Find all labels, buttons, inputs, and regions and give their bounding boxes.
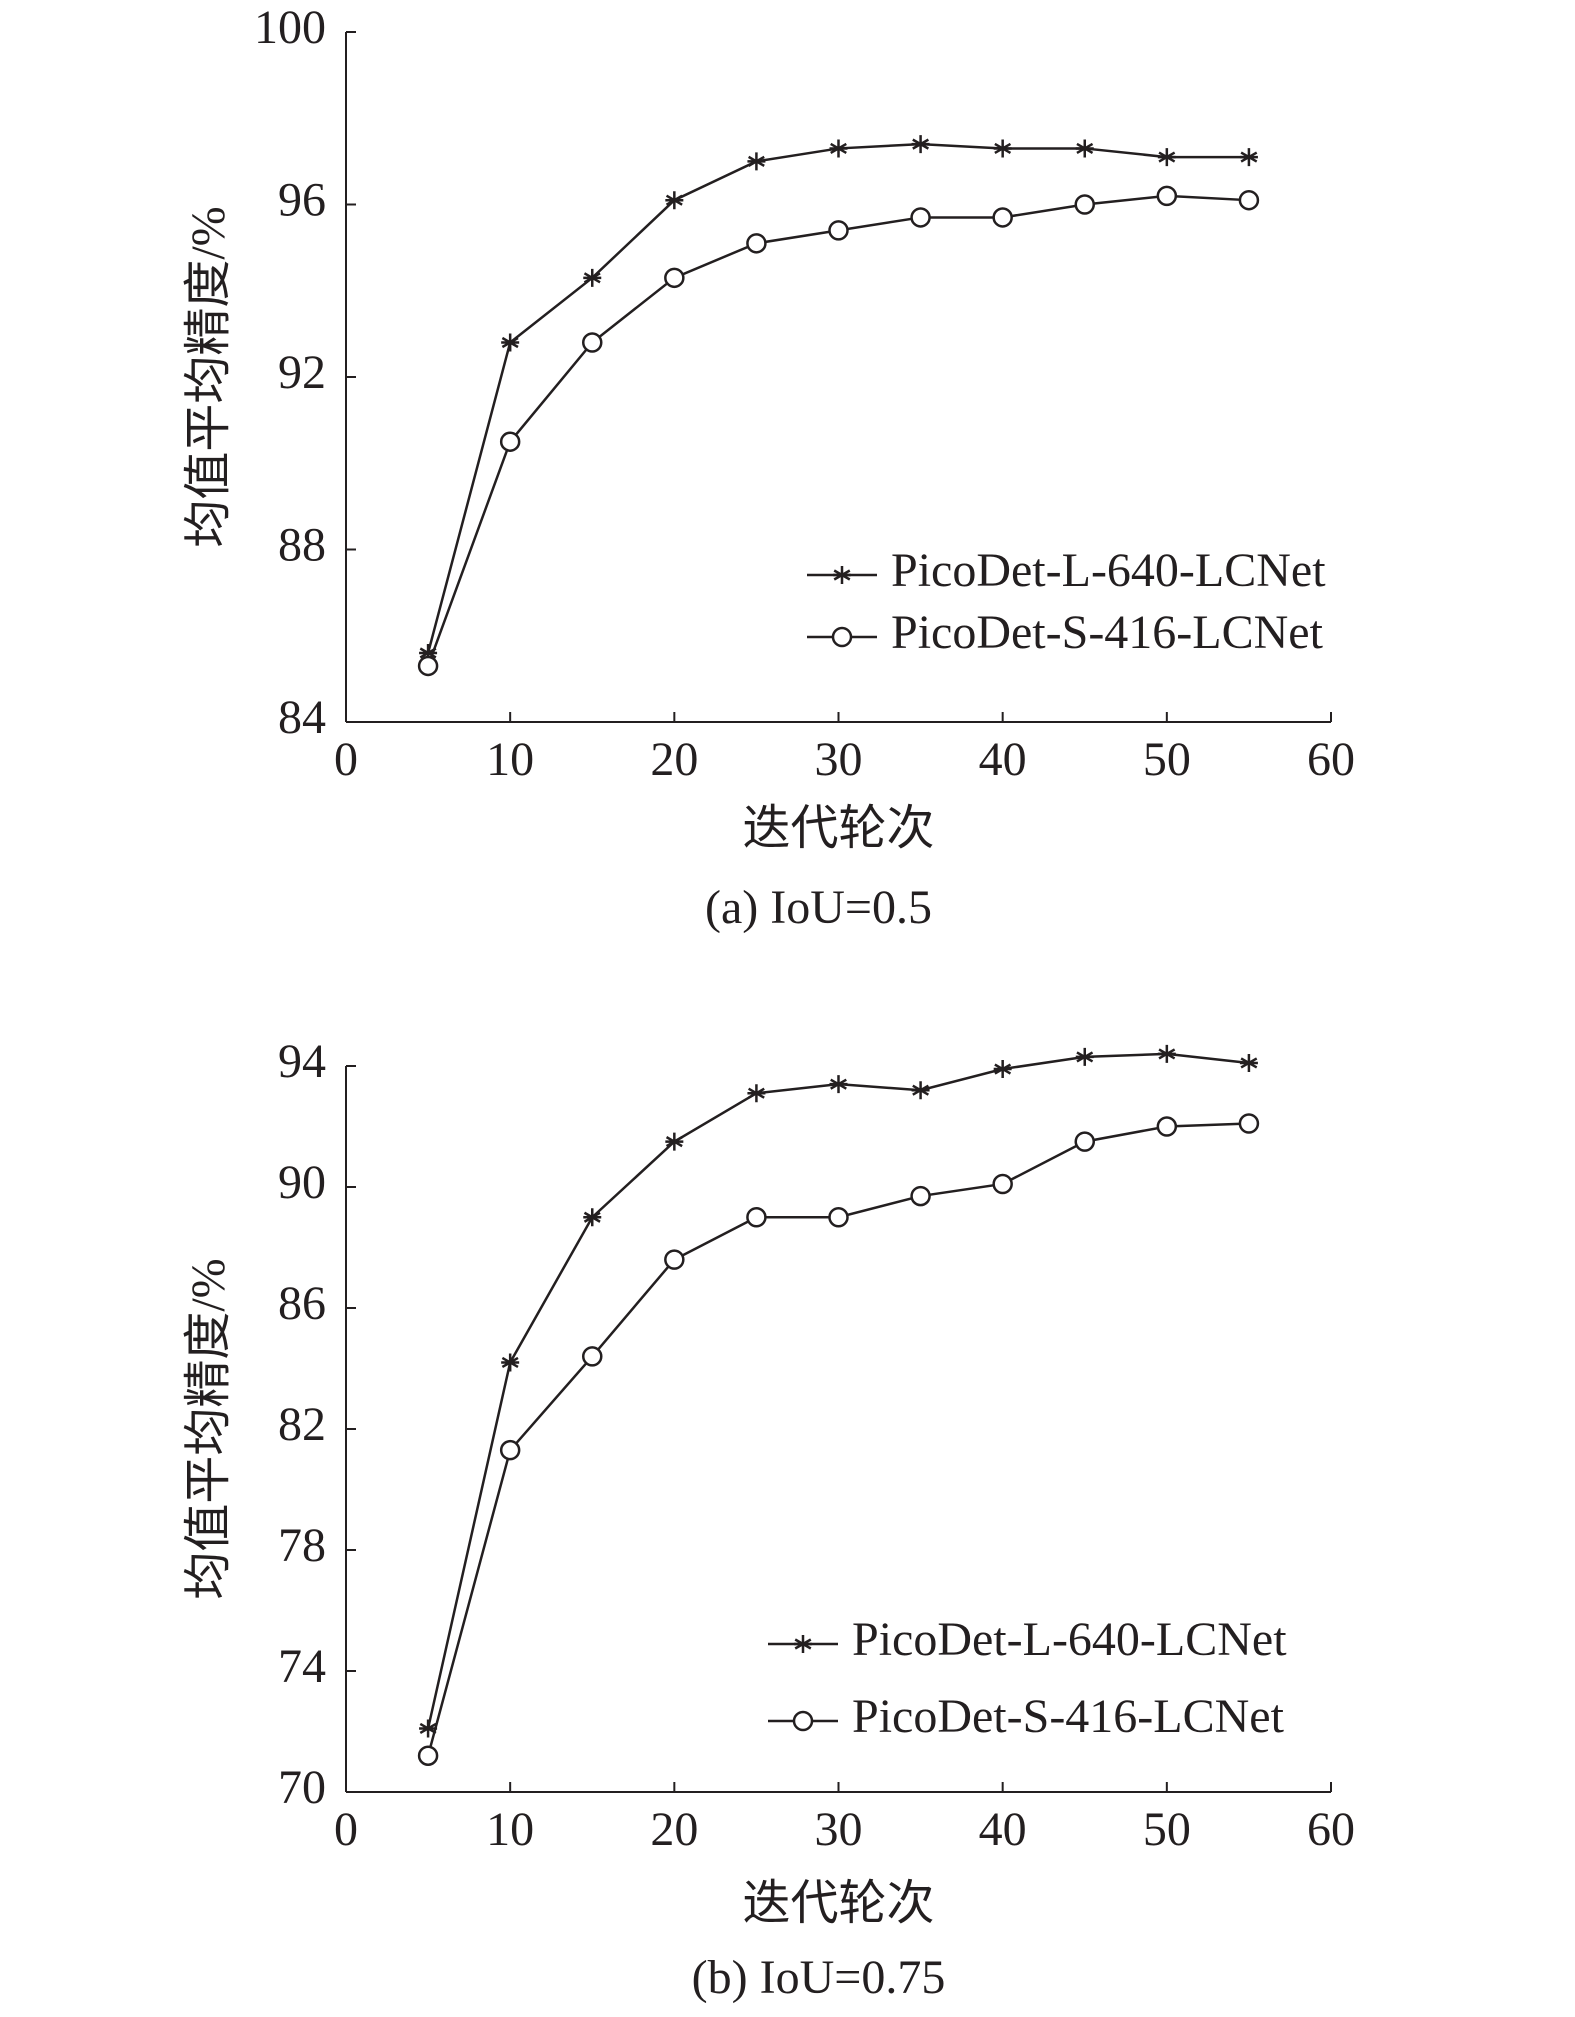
legend-marker: [831, 626, 853, 648]
x-tick-label: 60: [1307, 733, 1355, 786]
marker: [665, 191, 684, 210]
y-tick-label: 78: [278, 1519, 326, 1572]
x-tick-label: 30: [815, 1803, 863, 1856]
y-axis-label: 均值平均精度/%: [182, 206, 235, 547]
y-tick-label: 70: [278, 1761, 326, 1814]
marker: [417, 655, 439, 677]
legend-label: PicoDet-S-416-LCNet: [852, 1690, 1285, 1743]
marker: [419, 1719, 438, 1738]
marker: [910, 207, 931, 228]
x-tick-label: 0: [334, 733, 358, 786]
y-axis-label: 均值平均精度/%: [182, 1258, 235, 1599]
marker: [583, 1208, 602, 1227]
y-tick-label: 86: [278, 1277, 326, 1330]
marker: [499, 431, 521, 452]
x-tick-label: 10: [486, 733, 534, 786]
y-tick-label: 100: [254, 1, 326, 54]
marker: [746, 233, 767, 254]
x-axis-label: 迭代轮次: [742, 1877, 934, 1930]
marker: [993, 139, 1012, 158]
marker: [417, 1745, 439, 1766]
marker: [829, 1075, 848, 1094]
marker: [1239, 148, 1258, 167]
marker: [911, 1081, 930, 1100]
marker: [993, 1060, 1012, 1079]
marker: [747, 1084, 766, 1103]
marker: [1074, 194, 1095, 215]
legend-marker: [794, 1635, 812, 1653]
marker: [992, 207, 1013, 228]
x-tick-label: 50: [1143, 1803, 1191, 1856]
x-tick-label: 50: [1143, 733, 1191, 786]
marker: [664, 267, 685, 289]
marker: [1157, 1044, 1176, 1063]
x-tick-label: 60: [1307, 1803, 1355, 1856]
marker: [501, 1353, 520, 1372]
y-tick-label: 82: [278, 1398, 326, 1451]
y-tick-label: 94: [278, 1035, 326, 1088]
marker: [419, 644, 438, 662]
y-tick-label: 74: [278, 1640, 326, 1693]
marker: [747, 152, 766, 171]
marker: [582, 332, 603, 353]
y-tick-label: 84: [278, 691, 326, 744]
marker: [499, 1439, 521, 1461]
x-tick-label: 10: [486, 1803, 534, 1856]
legend-marker: [833, 566, 851, 584]
y-tick-label: 96: [278, 174, 326, 227]
caption: (b) IoU=0.75: [692, 1951, 946, 2004]
legend-marker: [792, 1710, 814, 1732]
x-axis-label: 迭代轮次: [742, 802, 934, 855]
marker: [1238, 1113, 1260, 1134]
marker: [828, 220, 849, 241]
marker: [501, 333, 520, 352]
marker: [583, 268, 602, 287]
marker: [828, 1207, 849, 1228]
marker: [1239, 1053, 1258, 1072]
marker: [911, 135, 930, 154]
marker: [1075, 139, 1094, 158]
x-tick-label: 40: [979, 1803, 1027, 1856]
y-tick-label: 90: [278, 1156, 326, 1209]
marker: [1075, 1047, 1094, 1066]
marker: [910, 1185, 931, 1207]
marker: [746, 1207, 767, 1228]
marker: [992, 1173, 1013, 1195]
marker: [1156, 185, 1178, 207]
x-tick-label: 0: [334, 1803, 358, 1856]
marker: [1157, 148, 1176, 167]
marker: [664, 1249, 685, 1270]
marker: [665, 1132, 684, 1151]
marker: [829, 139, 848, 158]
caption: (a) IoU=0.5: [705, 881, 932, 934]
marker: [1238, 189, 1260, 211]
legend-label: PicoDet-L-640-LCNet: [891, 544, 1326, 597]
legend-label: PicoDet-S-416-LCNet: [891, 606, 1324, 659]
x-tick-label: 20: [650, 1803, 698, 1856]
x-tick-label: 30: [815, 733, 863, 786]
y-tick-label: 92: [278, 346, 326, 399]
marker: [582, 1346, 603, 1367]
x-tick-label: 40: [979, 733, 1027, 786]
x-tick-label: 20: [650, 733, 698, 786]
marker: [1156, 1116, 1178, 1137]
y-tick-label: 88: [278, 519, 326, 572]
marker: [1074, 1131, 1095, 1152]
legend-label: PicoDet-L-640-LCNet: [852, 1613, 1287, 1666]
